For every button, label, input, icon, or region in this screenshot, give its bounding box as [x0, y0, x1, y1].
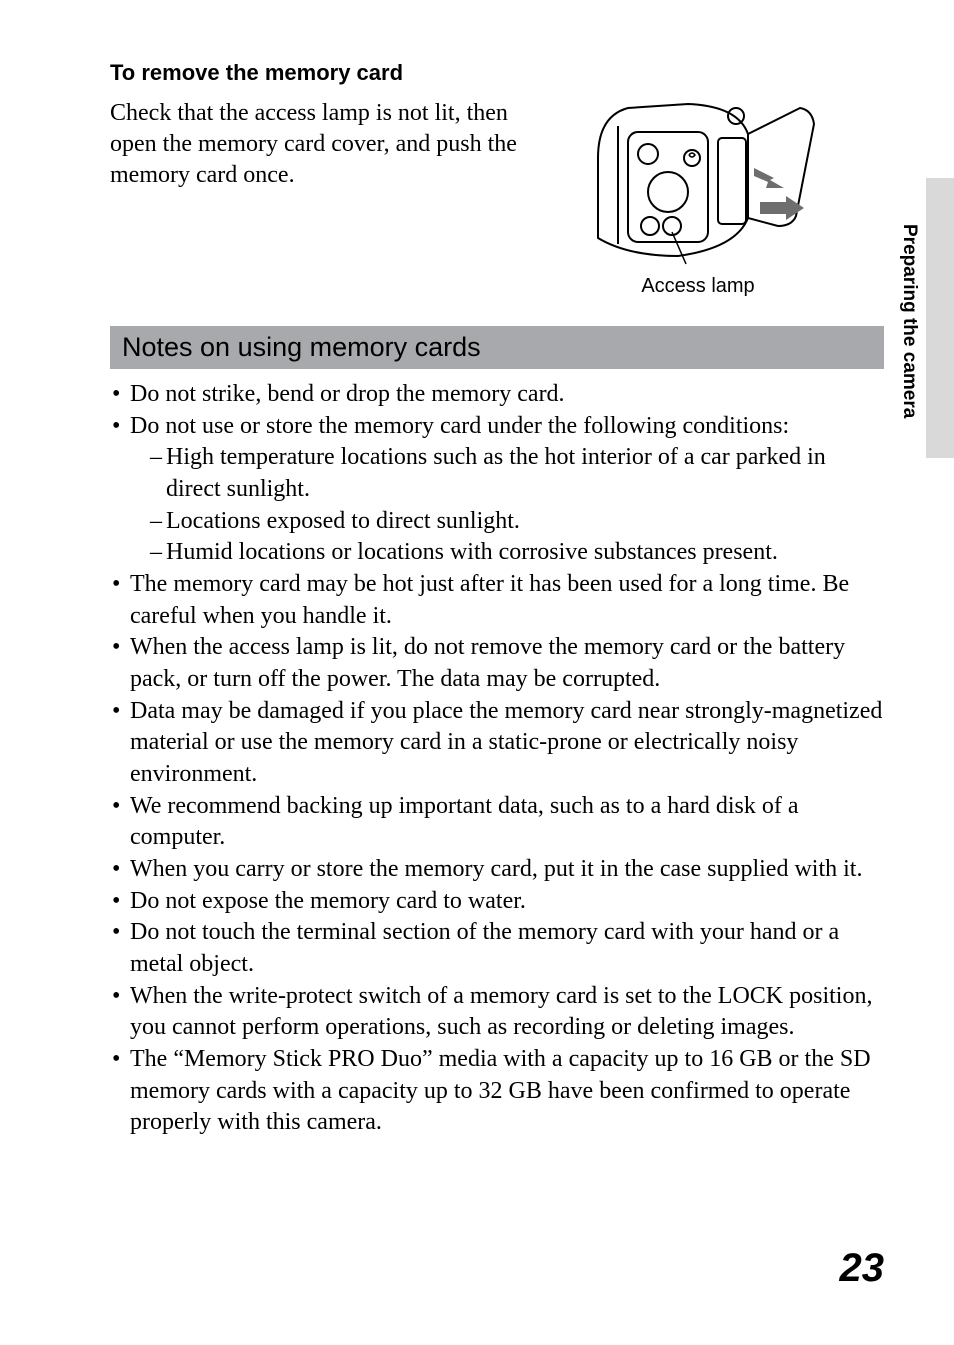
sub-list-item: High temperature locations such as the h… — [150, 442, 884, 505]
list-item: When the write-protect switch of a memor… — [110, 981, 884, 1044]
list-item: We recommend backing up important data, … — [110, 791, 884, 854]
list-item-text: Do not strike, bend or drop the memory c… — [130, 381, 565, 407]
page-number: 23 — [840, 1246, 885, 1291]
list-item-text: When you carry or store the memory card,… — [130, 856, 862, 882]
side-tab-label: Preparing the camera — [898, 224, 920, 418]
section-heading-bar: Notes on using memory cards — [110, 326, 884, 369]
list-item-text: Data may be damaged if you place the mem… — [130, 698, 882, 787]
sub-list-item: Locations exposed to direct sunlight. — [150, 506, 884, 538]
list-item-text: Do not touch the terminal section of the… — [130, 919, 839, 977]
list-item: Do not strike, bend or drop the memory c… — [110, 379, 884, 411]
list-item: When the access lamp is lit, do not remo… — [110, 632, 884, 695]
list-item-text: The memory card may be hot just after it… — [130, 571, 849, 629]
sub-heading: To remove the memory card — [110, 60, 884, 86]
list-item: Do not touch the terminal section of the… — [110, 917, 884, 980]
intro-block: Check that the access lamp is not lit, t… — [110, 98, 884, 298]
sub-list: High temperature locations such as the h… — [130, 442, 884, 569]
list-item-text: Do not expose the memory card to water. — [130, 888, 526, 914]
list-item: When you carry or store the memory card,… — [110, 854, 884, 886]
list-item: Do not use or store the memory card unde… — [110, 411, 884, 569]
page: Preparing the camera To remove the memor… — [0, 0, 954, 1345]
intro-text: Check that the access lamp is not lit, t… — [110, 98, 550, 192]
sub-list-item: Humid locations or locations with corros… — [150, 537, 884, 569]
list-item: The “Memory Stick PRO Duo” media with a … — [110, 1044, 884, 1139]
side-thumb-tab — [926, 178, 954, 458]
list-item: The memory card may be hot just after it… — [110, 569, 884, 632]
list-item-text: When the write-protect switch of a memor… — [130, 983, 872, 1041]
list-item: Do not expose the memory card to water. — [110, 886, 884, 918]
list-item-text: When the access lamp is lit, do not remo… — [130, 634, 845, 692]
list-item-text: We recommend backing up important data, … — [130, 793, 799, 851]
list-item-text: The “Memory Stick PRO Duo” media with a … — [130, 1046, 871, 1135]
figure-caption: Access lamp — [568, 275, 828, 298]
notes-list: Do not strike, bend or drop the memory c… — [110, 379, 884, 1139]
list-item: Data may be damaged if you place the mem… — [110, 696, 884, 791]
figure-area: Access lamp — [568, 98, 828, 298]
list-item-text: Do not use or store the memory card unde… — [130, 413, 789, 439]
memory-card-diagram — [568, 98, 828, 268]
